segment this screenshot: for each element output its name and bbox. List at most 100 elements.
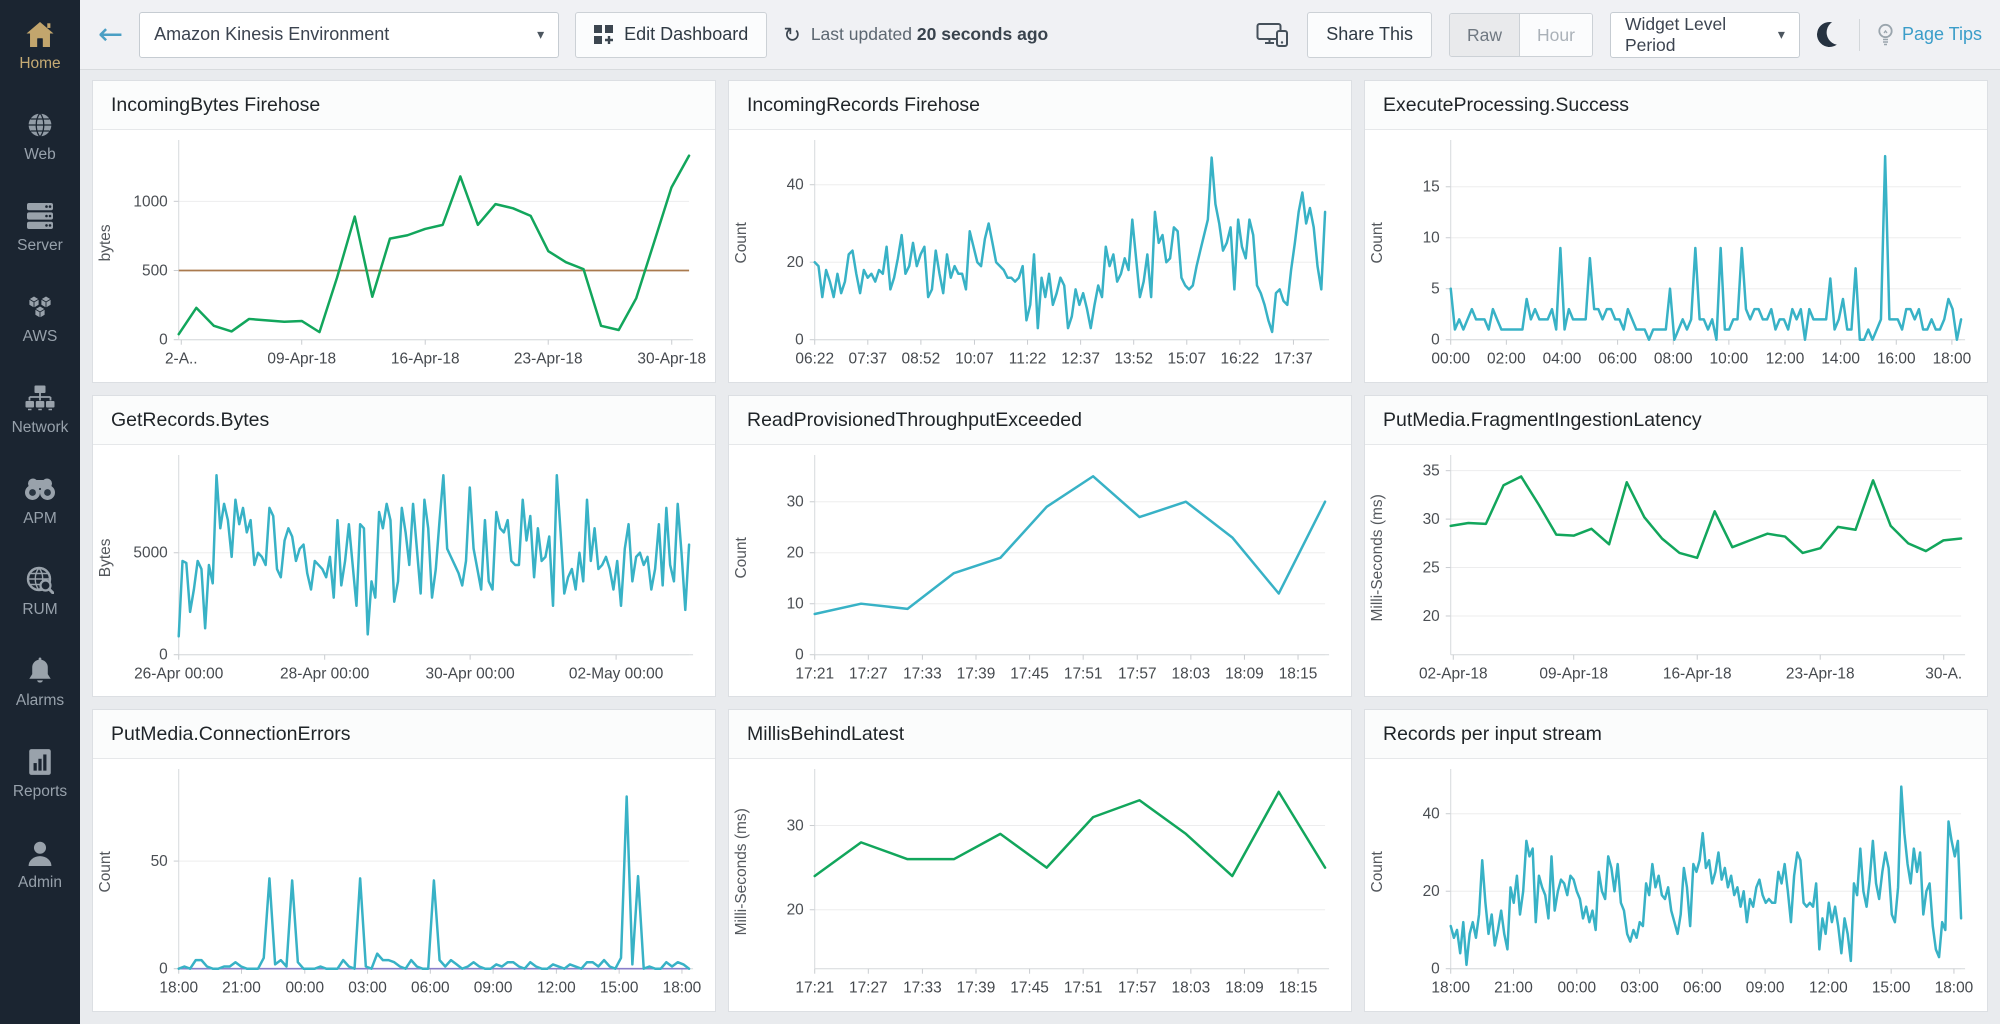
svg-text:17:21: 17:21 bbox=[795, 980, 834, 997]
svg-text:28-Apr 00:00: 28-Apr 00:00 bbox=[280, 665, 369, 682]
svg-text:25: 25 bbox=[1423, 559, 1440, 576]
svg-text:5000: 5000 bbox=[133, 544, 167, 561]
widget-card: IncomingRecords Firehose 0 20 40 06:22 07:37 0… bbox=[728, 80, 1352, 383]
svg-text:20: 20 bbox=[787, 902, 804, 919]
page-tips-label: Page Tips bbox=[1901, 24, 1982, 44]
svg-text:30-Apr-18: 30-Apr-18 bbox=[637, 351, 706, 368]
svg-text:23-Apr-18: 23-Apr-18 bbox=[514, 351, 583, 368]
dashboard-select[interactable]: Amazon Kinesis Environment ▾ bbox=[139, 11, 560, 58]
svg-text:1000: 1000 bbox=[133, 193, 167, 210]
svg-text:17:33: 17:33 bbox=[903, 980, 942, 997]
svg-text:12:00: 12:00 bbox=[1766, 351, 1805, 368]
widget-card: MillisBehindLatest 20 30 17:21 17:27 17:33 17:… bbox=[728, 709, 1352, 1012]
home-icon bbox=[25, 18, 55, 50]
svg-text:09-Apr-18: 09-Apr-18 bbox=[267, 351, 336, 368]
sidebar-item-apm[interactable]: APM bbox=[0, 463, 80, 554]
svg-text:09:00: 09:00 bbox=[1746, 980, 1785, 997]
chart-area-1: 0 20 40 06:22 07:37 08:52 10:07 11:22 12:37 13:52… bbox=[729, 130, 1351, 382]
svg-text:18:00: 18:00 bbox=[159, 980, 198, 997]
sidebar-item-rum[interactable]: RUM bbox=[0, 554, 80, 645]
svg-text:Bytes: Bytes bbox=[97, 538, 114, 577]
widget-card: PutMedia.ConnectionErrors 0 50 18:00 21:00 00… bbox=[92, 709, 716, 1012]
svg-text:18:00: 18:00 bbox=[663, 980, 702, 997]
svg-text:5: 5 bbox=[1431, 281, 1440, 298]
chart-area-0: 0 500 1000 2-A.. 09-Apr-18 16-Apr-18 23-Apr-18… bbox=[93, 130, 715, 382]
chart-area-7: 20 30 17:21 17:27 17:33 17:39 17:45 17:51 17:57 1… bbox=[729, 759, 1351, 1011]
sidebar-item-server[interactable]: Server bbox=[0, 190, 80, 281]
page-tips-button[interactable]: Page Tips bbox=[1877, 23, 1982, 47]
svg-text:15:00: 15:00 bbox=[600, 980, 639, 997]
svg-text:20: 20 bbox=[1423, 608, 1440, 625]
svg-text:17:27: 17:27 bbox=[849, 665, 888, 682]
svg-text:40: 40 bbox=[787, 177, 804, 194]
svg-text:Milli-Seconds (ms): Milli-Seconds (ms) bbox=[1369, 494, 1386, 621]
chevron-down-icon: ▾ bbox=[537, 26, 545, 43]
svg-text:09:00: 09:00 bbox=[474, 980, 513, 997]
sidebar-item-admin[interactable]: Admin bbox=[0, 827, 80, 918]
sidebar-item-alarms[interactable]: Alarms bbox=[0, 645, 80, 736]
svg-text:35: 35 bbox=[1423, 462, 1440, 479]
svg-text:500: 500 bbox=[142, 263, 168, 280]
svg-text:16-Apr-18: 16-Apr-18 bbox=[391, 351, 460, 368]
chart-area-8: 0 20 40 18:00 21:00 00:00 03:00 06:00 09:00 12:00… bbox=[1365, 759, 1987, 1011]
svg-text:18:03: 18:03 bbox=[1172, 665, 1211, 682]
widget-title: Records per input stream bbox=[1365, 710, 1987, 760]
sidebar-item-label: Admin bbox=[18, 874, 62, 891]
chart-area-4: 0 10 20 30 17:21 17:27 17:33 17:39 17:45 17:51 17:… bbox=[729, 445, 1351, 697]
hour-toggle[interactable]: Hour bbox=[1520, 13, 1592, 56]
dark-mode-moon-icon[interactable] bbox=[1815, 20, 1845, 50]
svg-text:23-Apr-18: 23-Apr-18 bbox=[1786, 665, 1855, 682]
svg-text:18:09: 18:09 bbox=[1225, 980, 1264, 997]
sidebar: Home Web Server AWS Network APM RUM Alarms Repor… bbox=[0, 0, 80, 1024]
sidebar-item-web[interactable]: Web bbox=[0, 99, 80, 190]
svg-text:40: 40 bbox=[1423, 806, 1440, 823]
widget-title: ExecuteProcessing.Success bbox=[1365, 81, 1987, 130]
share-this-label: Share This bbox=[1326, 24, 1413, 44]
widget-card: IncomingBytes Firehose 0 500 1000 2-A.. 09-Ap… bbox=[92, 80, 716, 383]
widget-title: PutMedia.FragmentIngestionLatency bbox=[1365, 395, 1987, 445]
sidebar-item-label: Web bbox=[24, 146, 56, 163]
svg-text:21:00: 21:00 bbox=[1494, 980, 1533, 997]
svg-text:10: 10 bbox=[787, 595, 804, 612]
svg-text:00:00: 00:00 bbox=[285, 980, 324, 997]
sidebar-item-aws[interactable]: AWS bbox=[0, 281, 80, 372]
svg-text:0: 0 bbox=[159, 961, 168, 978]
share-this-button[interactable]: Share This bbox=[1307, 11, 1432, 58]
svg-text:06:22: 06:22 bbox=[795, 351, 834, 368]
sidebar-item-network[interactable]: Network bbox=[0, 372, 80, 463]
chevron-down-icon: ▾ bbox=[1777, 26, 1785, 43]
svg-text:26-Apr 00:00: 26-Apr 00:00 bbox=[134, 665, 223, 682]
svg-text:18:15: 18:15 bbox=[1279, 665, 1318, 682]
svg-text:0: 0 bbox=[795, 646, 804, 663]
svg-text:10:00: 10:00 bbox=[1710, 351, 1749, 368]
refresh-icon[interactable]: ↻ bbox=[783, 22, 801, 47]
back-icon[interactable]: ← bbox=[98, 16, 124, 52]
svg-text:50: 50 bbox=[151, 853, 168, 870]
svg-text:18:03: 18:03 bbox=[1172, 980, 1211, 997]
apm-icon bbox=[24, 473, 56, 505]
sidebar-item-reports[interactable]: Reports bbox=[0, 736, 80, 827]
edit-dashboard-button[interactable]: Edit Dashboard bbox=[575, 11, 768, 58]
svg-text:15: 15 bbox=[1423, 179, 1440, 196]
svg-text:18:00: 18:00 bbox=[1935, 980, 1974, 997]
edit-dashboard-label: Edit Dashboard bbox=[624, 24, 749, 44]
widget-card: PutMedia.FragmentIngestionLatency 20 25 30 3… bbox=[1364, 394, 1988, 698]
raw-toggle[interactable]: Raw bbox=[1449, 13, 1520, 56]
svg-text:Count: Count bbox=[1369, 222, 1386, 264]
svg-text:17:37: 17:37 bbox=[1274, 351, 1313, 368]
devices-icon[interactable] bbox=[1256, 22, 1290, 48]
widget-title: MillisBehindLatest bbox=[729, 710, 1351, 760]
widget-level-period-select[interactable]: Widget Level Period ▾ bbox=[1609, 11, 1800, 58]
sidebar-item-label: APM bbox=[23, 510, 57, 527]
svg-text:0: 0 bbox=[1431, 332, 1440, 349]
svg-text:18:15: 18:15 bbox=[1279, 980, 1318, 997]
svg-text:17:39: 17:39 bbox=[957, 980, 996, 997]
svg-text:0: 0 bbox=[159, 646, 168, 663]
last-updated-text: Last updated 20 seconds ago bbox=[811, 24, 1048, 45]
svg-text:18:00: 18:00 bbox=[1933, 351, 1972, 368]
svg-text:18:09: 18:09 bbox=[1225, 665, 1264, 682]
svg-text:30-Apr 00:00: 30-Apr 00:00 bbox=[426, 665, 515, 682]
svg-text:03:00: 03:00 bbox=[1620, 980, 1659, 997]
edit-dashboard-icon bbox=[594, 25, 614, 44]
sidebar-item-home[interactable]: Home bbox=[0, 8, 80, 99]
